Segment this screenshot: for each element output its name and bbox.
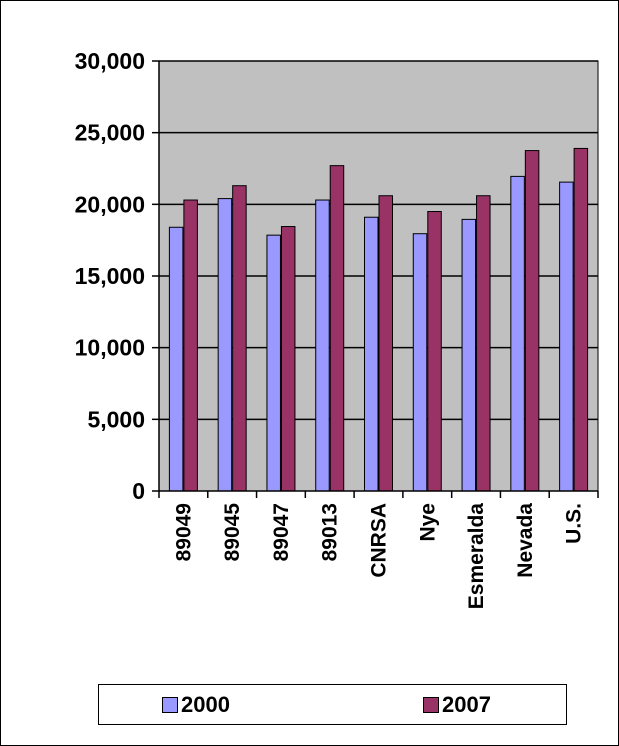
bar-2000-esmeralda — [461, 218, 477, 492]
legend-item-2000: 2000 — [162, 685, 230, 724]
bar-2000-cnrsa — [364, 216, 379, 492]
y-tick-label: 0 — [132, 478, 145, 504]
y-tick-labels: 0 5,000 10,000 15,000 20,000 25,000 30,000 — [75, 48, 145, 504]
bar-2007-nevada — [524, 150, 540, 492]
bar-2000-89013 — [315, 199, 330, 492]
x-tick-label: 89049 — [172, 503, 195, 561]
bar-2007-esmeralda — [476, 195, 491, 492]
x-tick-label: Esmeralda — [465, 503, 488, 610]
bar-chart: 0 5,000 10,000 15,000 20,000 25,000 30,000 890… — [75, 48, 599, 610]
bar-2007-cnrsa — [378, 195, 393, 492]
legend-label-2000: 2000 — [181, 691, 230, 717]
bar-2000-nevada — [510, 175, 525, 492]
bar-2007-nye — [427, 211, 442, 492]
bar-2000-us — [559, 181, 574, 492]
y-tick-label: 10,000 — [75, 335, 145, 361]
legend-swatch-2007 — [423, 696, 439, 713]
bar-2007-us — [573, 147, 589, 492]
x-tick-label: Nevada — [514, 503, 537, 578]
legend-swatch-2000 — [162, 696, 178, 713]
bar-2000-89047 — [266, 234, 281, 492]
y-tick-label: 20,000 — [75, 191, 145, 217]
x-tick-label: 89047 — [270, 503, 293, 561]
bar-2000-nye — [412, 233, 428, 492]
bar-2007-89049 — [183, 199, 198, 492]
x-tick-label: Nye — [416, 503, 439, 542]
bar-2000-89049 — [168, 226, 184, 492]
legend: 2000 2007 — [98, 684, 567, 725]
bars — [168, 147, 589, 492]
bar-2007-89045 — [232, 185, 247, 492]
y-tick-label: 25,000 — [75, 120, 145, 146]
x-tick-label: 89045 — [221, 503, 244, 562]
axes — [152, 60, 599, 498]
x-tick-labels: 89049 89045 89047 89013 CNRSA Nye Esmeralda Nev… — [172, 503, 585, 610]
x-tick-label: CNRSA — [368, 503, 391, 578]
bar-2007-89013 — [329, 165, 345, 492]
legend-item-2007: 2007 — [423, 685, 491, 724]
bar-2007-89047 — [280, 226, 296, 492]
x-tick-label: 89013 — [319, 503, 342, 561]
bar-2000-89045 — [217, 198, 233, 492]
y-tick-label: 30,000 — [75, 48, 145, 74]
legend-label-2007: 2007 — [442, 691, 491, 717]
y-tick-label: 15,000 — [75, 263, 145, 289]
x-tick-label: U.S. — [563, 503, 586, 544]
y-tick-label: 5,000 — [87, 406, 145, 432]
